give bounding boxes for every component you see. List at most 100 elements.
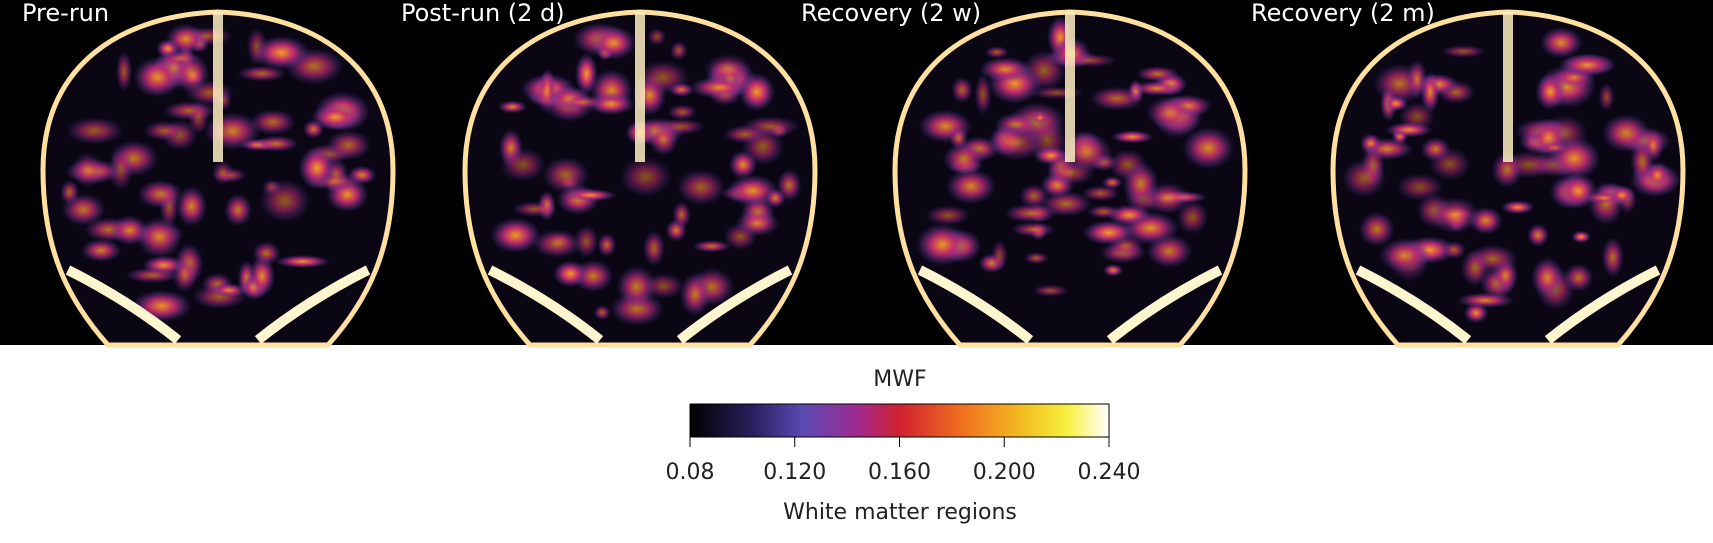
tissue-blob: [187, 102, 210, 135]
tissue-blob: [692, 240, 731, 253]
tissue-blob: [115, 50, 133, 92]
tissue-blob: [590, 26, 637, 60]
skull-base: [65, 265, 371, 344]
tissue-blob: [951, 76, 973, 104]
skull-base: [1355, 265, 1661, 344]
tissue-blob: [1501, 200, 1535, 215]
tissue-blob: [1107, 204, 1152, 226]
tissue-blob: [1442, 240, 1467, 260]
tissue-blob: [1081, 185, 1121, 202]
tissue-blob: [1539, 27, 1583, 59]
tissue-blob: [1089, 86, 1146, 111]
tissue-blob: [1378, 238, 1430, 273]
tissue-blob: [1527, 223, 1549, 247]
tissue-blob: [1460, 249, 1490, 287]
tissue-blob: [1024, 251, 1049, 265]
tissue-blob: [325, 130, 372, 161]
tissue-blob: [176, 186, 208, 227]
tissue-blob: [942, 142, 985, 175]
tissue-blob: [1598, 82, 1615, 112]
tissue-blob: [1531, 257, 1564, 298]
tissue-blob: [679, 272, 711, 317]
tick-label: 0.240: [1078, 460, 1141, 485]
tissue-blob: [672, 201, 691, 229]
tissue-blob: [1030, 86, 1084, 100]
tissue-blob: [925, 205, 971, 226]
tissue-blob: [989, 125, 1045, 161]
brain-panel: [1330, 9, 1686, 348]
tissue-blob: [1011, 222, 1056, 237]
skull-base: [917, 265, 1223, 344]
tissue-blob: [110, 215, 149, 246]
tissue-blob: [667, 104, 697, 121]
tissue-blob: [916, 223, 969, 266]
tissue-blob: [1383, 95, 1409, 112]
midline: [213, 12, 223, 162]
tissue-blob: [165, 23, 206, 55]
tissue-blob: [249, 109, 296, 136]
tissue-blob: [1135, 66, 1180, 82]
tissue-blob: [275, 254, 331, 269]
tissue-blob: [1132, 80, 1181, 96]
colorbar: [689, 403, 1110, 438]
tissue-blob: [1101, 176, 1123, 190]
tissue-blob: [728, 150, 758, 180]
tissue-blob: [668, 82, 695, 97]
tissue-blob: [642, 229, 666, 267]
tissue-blob: [532, 229, 582, 258]
brain-panel: [892, 9, 1248, 348]
tissue-blob: [1539, 141, 1570, 155]
tissue-blob: [1082, 220, 1136, 246]
tissue-blob: [1601, 236, 1624, 278]
tissue-blob: [1420, 71, 1440, 114]
colorbar-ticks: 0.08 0.120 0.160 0.200 0.240: [666, 437, 1141, 485]
tissue-blob: [619, 156, 673, 197]
tissue-blob: [563, 188, 617, 202]
tissue-blob: [254, 135, 299, 152]
tissue-blob: [1145, 95, 1193, 130]
tissue-blob: [1122, 161, 1159, 206]
tissue-blob: [978, 56, 1032, 82]
midline: [1503, 12, 1513, 162]
tissue-blob: [643, 272, 685, 299]
tissue-blob: [723, 125, 767, 144]
tissue-blob: [65, 117, 124, 145]
tissue-blob: [648, 124, 679, 156]
tissue-blob: [1429, 197, 1481, 234]
tissue-blob: [490, 217, 542, 253]
tissue-blob: [1491, 151, 1523, 188]
tissue-blob: [258, 179, 311, 223]
brain-panel: [40, 9, 396, 348]
midline: [635, 12, 645, 162]
tissue-blob: [133, 57, 182, 98]
tissue-blob: [298, 146, 336, 190]
tissue-blob: [59, 179, 80, 205]
tissue-blob: [597, 233, 617, 257]
tissue-blob: [211, 160, 234, 185]
panel-title: Post-run (2 d): [401, 0, 565, 27]
tissue-blob: [593, 304, 612, 321]
tissue-blob: [1608, 185, 1636, 206]
tissue-blob: [561, 95, 606, 110]
tissue-blob: [723, 223, 758, 250]
tissue-blob: [71, 151, 104, 188]
tissue-blob: [1176, 200, 1209, 235]
tissue-blob: [1341, 158, 1387, 198]
tissue-blob: [224, 193, 253, 227]
tissue-blob: [974, 73, 992, 116]
tissue-blob: [1456, 292, 1515, 308]
tissue-blob: [616, 265, 657, 308]
tissue-blob: [237, 65, 287, 82]
panel-title: Pre-run: [22, 0, 109, 27]
tissue-blob: [738, 72, 775, 112]
tissue-blob: [669, 40, 688, 61]
tissue-blob: [1033, 146, 1069, 165]
tissue-blob: [1358, 211, 1395, 247]
colorbar-axis-label: White matter regions: [783, 500, 1017, 525]
tissue-blob: [1040, 191, 1093, 217]
brain-panel: [462, 9, 818, 348]
tissue-blob: [647, 27, 667, 46]
tissue-blob: [211, 283, 247, 298]
tissue-blob: [1558, 53, 1616, 77]
tissue-blob: [574, 52, 598, 95]
